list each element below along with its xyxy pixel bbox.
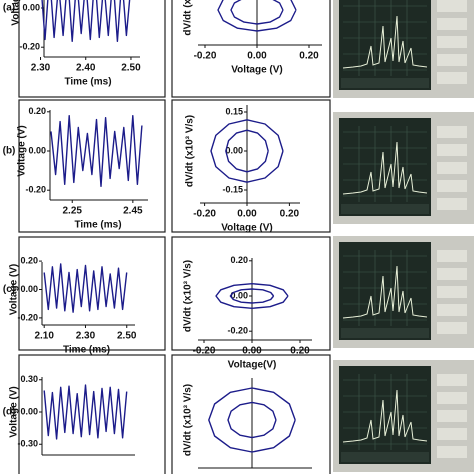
analyzer-photos [332,0,474,473]
data-line [43,263,128,313]
x-tick-label: 0.00 [247,51,267,62]
data-line [50,115,143,187]
x-tick-label: 0.20 [299,51,319,62]
data-line [217,0,297,32]
y-tick-label: -0.20 [227,326,248,336]
x-tick-label: 2.30 [76,331,96,342]
panel-frame [171,236,331,351]
x-axis-label: Time (ms) [63,345,110,356]
y-tick-label: 0.15 [225,106,243,116]
y-tick-label: 0.00 [225,145,243,155]
y-axis-label: Voltage (V) [9,386,20,437]
y-axis-label: dV/dt (x10³ [183,0,194,36]
y-tick-label: 0.00 [22,2,40,12]
y-tick-label: 0.00 [28,145,46,155]
y-tick-label: 0.20 [28,106,46,116]
x-tick-label: 2.10 [34,331,54,342]
x-axis-label: Voltage (V) [231,65,282,76]
panel-frame [18,236,166,351]
x-tick-label: -0.20 [193,209,216,220]
x-tick-label: 2.40 [76,63,96,74]
y-axis-label: Voltage (V) [9,264,20,315]
x-tick-label: 0.20 [280,209,300,220]
y-tick-label: 0.00 [230,290,248,300]
x-axis-label: Time (ms) [64,77,111,88]
y-tick-label: 0.20 [20,255,38,265]
panel-label: (d) [3,407,16,418]
analyzer-photo [332,235,474,349]
panel-label: (c) [3,284,15,295]
x-tick-label: 0.00 [242,346,262,357]
analyzer-photo [332,111,474,225]
y-axis-label: Voltage (V) [17,125,28,176]
y-tick-label: -0.20 [25,185,46,195]
x-tick-label: 2.50 [117,331,137,342]
x-axis-label: Time (ms) [74,220,121,231]
x-tick-label: -0.20 [194,51,217,62]
y-tick-label: -0.15 [222,184,243,194]
data-line [215,283,289,309]
y-tick-label: 0.00 [20,284,38,294]
panel-frame [171,354,331,474]
x-tick-label: 2.45 [123,206,143,217]
panel-label: (a) [3,3,15,14]
analyzer-photo [332,0,474,99]
y-tick-label: -0.20 [19,42,40,52]
panel-label: (b) [3,146,16,157]
x-axis-label: Voltage(V) [228,360,277,371]
frames [18,0,331,474]
x-tick-label: -0.20 [193,346,216,357]
x-tick-label: 2.50 [121,63,141,74]
y-tick-label: 0.20 [230,255,248,265]
panel-frame [171,99,331,233]
x-tick-label: 2.30 [31,63,51,74]
x-tick-label: 0.20 [290,346,310,357]
data-line [41,0,131,42]
y-tick-label: -0.30 [17,439,38,449]
panel-frame [18,354,166,474]
y-tick-label: 0.00 [20,406,38,416]
data-line [43,384,128,440]
x-tick-label: 0.00 [237,209,257,220]
y-axis-label: Voltage [11,0,22,26]
x-tick-label: 2.25 [63,206,83,217]
data-line [210,119,284,183]
x-axis-label: Voltage (V) [221,223,272,234]
panel-frame [171,0,331,98]
y-axis-label: dV/dt (x10³ V/s) [183,260,194,332]
y-axis-label: dV/dt (x10³ V/s) [183,384,194,456]
panel-frame [18,0,166,98]
panel-frame [18,99,166,233]
y-tick-label: 0.30 [20,374,38,384]
data-line [208,387,296,453]
y-tick-label: -0.20 [17,312,38,322]
analyzer-photo [332,359,474,473]
y-axis-label: dV/dt (x10³ V/s) [185,115,196,187]
